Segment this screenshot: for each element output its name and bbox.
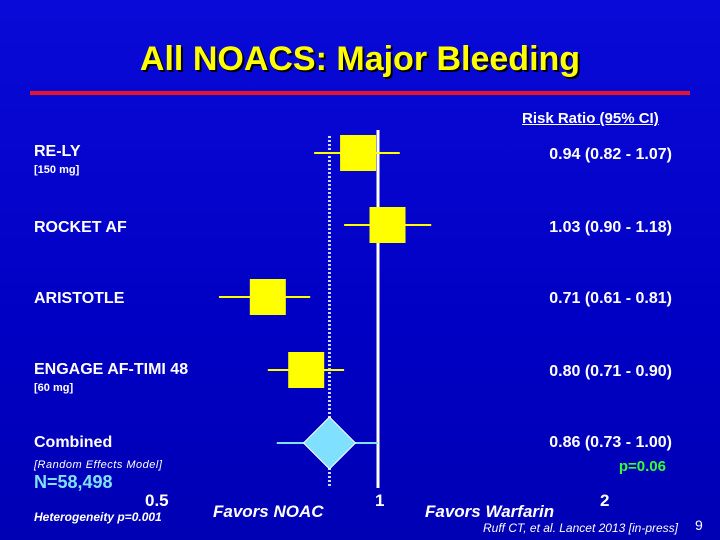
study-sublabel-engage: [60 mg] [34, 382, 74, 394]
slide-number: 9 [695, 517, 703, 533]
study-sublabel-re-ly: [150 mg] [34, 164, 80, 176]
x-tick-label-0-5: 0.5 [145, 491, 169, 510]
combined-model-label: [Random Effects Model] [34, 459, 163, 471]
x-tick-label-2: 2 [600, 491, 610, 510]
study-label-combined: Combined [34, 434, 113, 451]
slide-title: All NOACS: Major Bleeding [139, 40, 581, 78]
point-estimate-square-engage-af-timi-48 [288, 352, 325, 388]
p-value-label: p=0.06 [618, 458, 666, 475]
study-label-engage: ENGAGE AF-TIMI 48 [34, 361, 189, 378]
risk-ratio-column-header: Risk Ratio (95% CI) [522, 110, 659, 127]
citation: Ruff CT, et al. Lancet 2013 [in-press] [483, 521, 678, 535]
x-tick-label-1: 1 [375, 491, 385, 510]
title-underline [30, 91, 690, 95]
sample-size-label: N=58,498 [34, 472, 113, 492]
estimate-label-rocket-af: 1.03 (0.90 - 1.18) [549, 219, 672, 236]
point-estimate-diamond-combined [302, 416, 357, 470]
estimate-label-re-ly: 0.94 (0.82 - 1.07) [549, 146, 672, 163]
study-label-re-ly: RE-LY [34, 143, 81, 160]
study-label-aristotle: ARISTOTLE [34, 290, 125, 307]
study-label-rocket-af: ROCKET AF [34, 219, 127, 236]
estimate-label-aristotle: 0.71 (0.61 - 0.81) [549, 290, 672, 307]
heterogeneity-label: Heterogeneity p=0.001 [34, 510, 162, 524]
estimate-label-combined: 0.86 (0.73 - 1.00) [549, 434, 672, 451]
point-estimate-square-rocket-af [369, 207, 406, 243]
point-estimate-square-aristotle [249, 279, 286, 315]
favors-noac-label: Favors NOAC [213, 502, 324, 521]
point-estimate-square-re-ly [340, 135, 377, 171]
favors-warfarin-label: Favors Warfarin [425, 502, 555, 521]
estimate-label-engage: 0.80 (0.71 - 0.90) [549, 363, 672, 380]
